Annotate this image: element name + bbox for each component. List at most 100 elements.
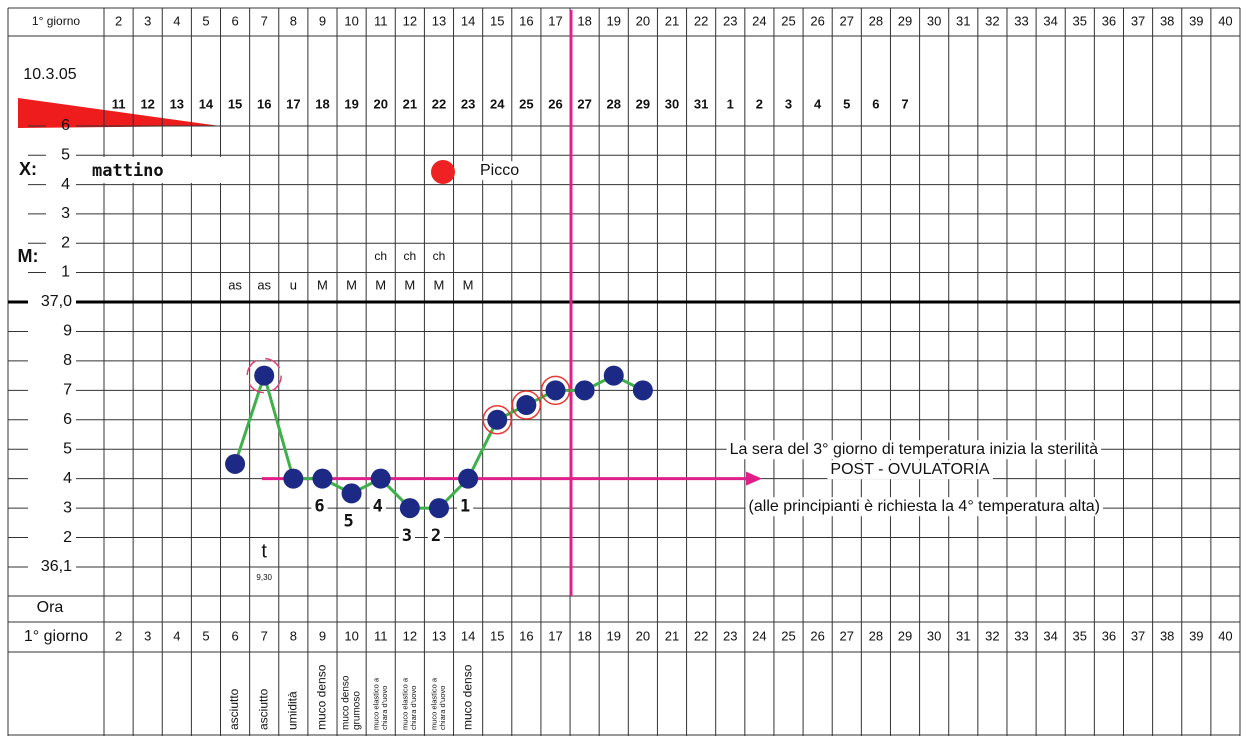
day-number: 3 (144, 628, 151, 643)
day-number: 19 (607, 628, 621, 643)
mucus-code: u (290, 277, 297, 292)
label-background (477, 161, 523, 181)
day-number: 22 (694, 13, 708, 28)
x-row-label: X: (19, 159, 37, 179)
annotation: (alle principianti è richiesta la 4° tem… (749, 498, 1100, 515)
day-number: 5 (202, 628, 209, 643)
day-number: 10 (344, 13, 358, 28)
day-number: 20 (636, 13, 650, 28)
calendar-date: 6 (872, 96, 879, 111)
level-label: 4 (61, 176, 70, 193)
count-label: 3 (402, 526, 412, 546)
label-background (340, 510, 357, 533)
mucus-description: muco denso (460, 664, 474, 730)
day-number: 19 (607, 13, 621, 28)
day-number: 8 (290, 628, 297, 643)
day-number: 32 (985, 628, 999, 643)
count-label: 5 (343, 511, 353, 531)
temperature-point (516, 395, 537, 416)
mucus-code: M (434, 277, 445, 292)
y-tick-label: 37,0 (41, 293, 72, 310)
day-number: 24 (752, 13, 766, 28)
calendar-date: 25 (519, 96, 533, 111)
calendar-date: 4 (814, 96, 822, 111)
temperature-point (603, 365, 624, 386)
temperature-point (399, 498, 420, 519)
mucus-description: muco elastico a (430, 677, 439, 730)
day-number: 26 (810, 628, 824, 643)
day-number: 25 (781, 628, 795, 643)
day-number: 20 (636, 628, 650, 643)
day-number: 10 (344, 628, 358, 643)
calendar-date: 15 (228, 96, 242, 111)
label-background (726, 440, 1102, 460)
day-number: 7 (261, 13, 268, 28)
y-tick-label: 9 (63, 323, 72, 340)
label-background (253, 572, 276, 584)
calendar-date: 12 (140, 96, 154, 111)
day-number: 13 (432, 13, 446, 28)
mucus-code: M (463, 277, 474, 292)
mucus-extra: ch (404, 249, 417, 263)
temperature-point (312, 468, 333, 489)
mucus-description: chiara d'uovo (438, 686, 447, 730)
day-number: 3 (144, 13, 151, 28)
y-tick-label: 8 (63, 352, 72, 369)
temperature-point (225, 453, 246, 474)
y-tick-label: 4 (63, 470, 72, 487)
day-number: 32 (985, 13, 999, 28)
day-number: 11 (374, 628, 388, 643)
level-label: 3 (61, 205, 70, 222)
mucus-description: chiara d'uovo (380, 686, 389, 730)
day-number: 30 (927, 628, 941, 643)
level-label: 1 (61, 264, 70, 281)
day-number: 22 (694, 628, 708, 643)
calendar-date: 7 (901, 96, 908, 111)
day-number: 36 (1102, 13, 1116, 28)
mucus-description: muco elastico a (371, 677, 380, 730)
day-number: 38 (1160, 628, 1174, 643)
mucus-extra: ch (433, 249, 446, 263)
day-number: 27 (840, 13, 854, 28)
day-number: 12 (403, 13, 417, 28)
mucus-description: asciutto (227, 688, 241, 730)
calendar-date: 18 (315, 96, 329, 111)
day-number: 9 (319, 628, 326, 643)
mucus-description: umidità (286, 691, 300, 730)
day-number: 11 (374, 13, 388, 28)
y-tick-label: 36,1 (41, 558, 72, 575)
mucus-description: chiara d'uovo (409, 686, 418, 730)
day-label: 1° giorno (32, 14, 80, 28)
temperature-point (428, 498, 449, 519)
day-number: 24 (752, 628, 766, 643)
day-number: 40 (1218, 628, 1232, 643)
day-number: 16 (519, 13, 533, 28)
temperature-point (283, 468, 304, 489)
mucus-extra: ch (374, 249, 387, 263)
calendar-date: 28 (607, 96, 621, 111)
peak-dot (431, 160, 455, 184)
day-number: 35 (1073, 13, 1087, 28)
calendar-date: 16 (257, 96, 271, 111)
day-number: 31 (956, 628, 970, 643)
mucus-description: muco denso (315, 664, 329, 730)
mucus-code: M (375, 277, 386, 292)
label-background (369, 495, 386, 518)
calendar-date: 27 (577, 96, 591, 111)
mucus-description: asciutto (256, 688, 270, 730)
temperature-point (458, 468, 479, 489)
day-number: 26 (810, 13, 824, 28)
morning-box (80, 157, 222, 183)
level-label: 5 (61, 147, 70, 164)
mucus-code: M (346, 277, 357, 292)
day-number: 7 (261, 628, 268, 643)
calendar-date: 31 (694, 96, 708, 111)
temperature-point (487, 409, 508, 430)
day-number: 36 (1102, 628, 1116, 643)
day-number: 15 (490, 13, 504, 28)
y-tick-label: 3 (63, 499, 72, 516)
menstruation-wedge (18, 98, 220, 128)
day-number: 9 (319, 13, 326, 28)
day-number: 38 (1160, 13, 1174, 28)
